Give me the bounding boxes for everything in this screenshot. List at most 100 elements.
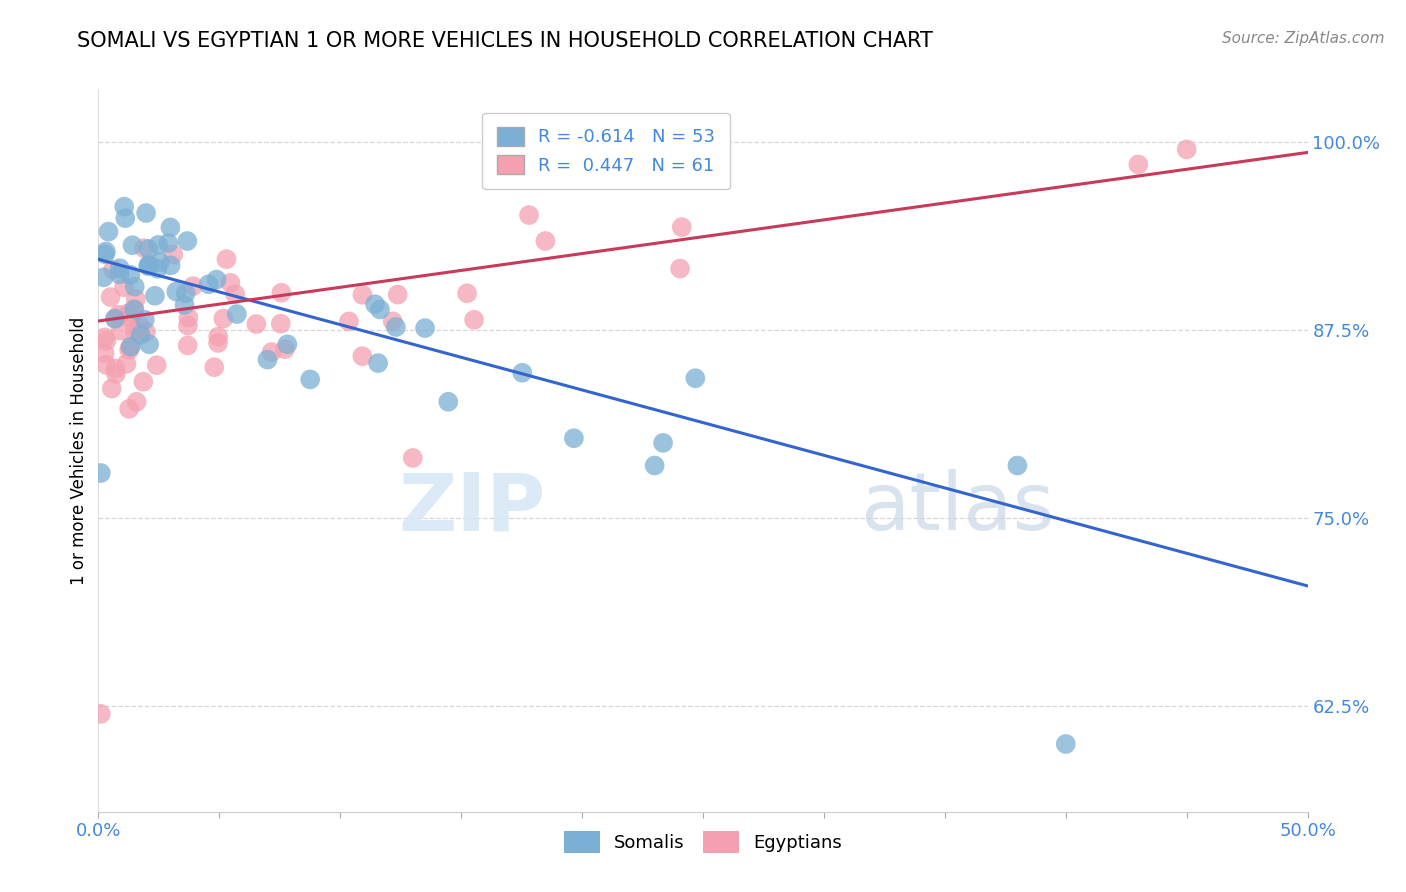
Point: [270, 317, 292, 331]
Point: [162, 247, 184, 261]
Point: [97, 225, 120, 239]
Point: [299, 372, 322, 386]
Point: [337, 314, 360, 328]
Point: [177, 310, 200, 325]
Point: [181, 279, 204, 293]
Point: [562, 431, 585, 445]
Point: [402, 450, 425, 465]
Point: [143, 289, 166, 303]
Point: [125, 394, 148, 409]
Point: [94, 358, 117, 372]
Point: [176, 234, 198, 248]
Point: [112, 200, 135, 214]
Point: [644, 458, 666, 473]
Point: [177, 318, 200, 333]
Point: [205, 272, 228, 286]
Point: [534, 234, 557, 248]
Point: [215, 252, 238, 267]
Point: [90, 466, 112, 480]
Point: [96, 334, 118, 348]
Y-axis label: 1 or more Vehicles in Household: 1 or more Vehicles in Household: [70, 317, 89, 584]
Text: ZIP: ZIP: [398, 469, 546, 548]
Point: [138, 242, 160, 256]
Point: [148, 238, 170, 252]
Point: [173, 298, 195, 312]
Point: [159, 258, 181, 272]
Point: [174, 286, 197, 301]
Point: [652, 435, 675, 450]
Point: [94, 330, 117, 344]
Point: [276, 337, 298, 351]
Point: [197, 277, 219, 292]
Point: [94, 244, 117, 259]
Point: [260, 345, 283, 359]
Point: [202, 360, 225, 375]
Point: [256, 352, 278, 367]
Point: [132, 241, 155, 255]
Point: [1007, 458, 1029, 473]
Point: [104, 361, 127, 376]
Point: [108, 261, 131, 276]
Point: [1054, 737, 1077, 751]
Point: [135, 325, 157, 339]
Point: [146, 261, 169, 276]
Point: [135, 206, 157, 220]
Point: [118, 340, 141, 354]
Point: [671, 220, 693, 235]
Point: [108, 268, 131, 282]
Point: [128, 326, 150, 340]
Point: [138, 337, 160, 351]
Point: [437, 394, 460, 409]
Point: [100, 290, 122, 304]
Point: [136, 259, 159, 273]
Point: [669, 261, 692, 276]
Point: [94, 247, 117, 261]
Point: [207, 335, 229, 350]
Point: [121, 238, 143, 252]
Point: [149, 255, 172, 269]
Point: [352, 287, 374, 301]
Point: [122, 302, 145, 317]
Point: [225, 307, 247, 321]
Point: [101, 263, 124, 277]
Point: [132, 375, 155, 389]
Point: [104, 311, 127, 326]
Point: [176, 338, 198, 352]
Point: [124, 324, 146, 338]
Point: [120, 310, 142, 325]
Point: [93, 346, 115, 360]
Point: [381, 314, 404, 328]
Point: [138, 258, 160, 272]
Point: [270, 285, 292, 300]
Point: [117, 306, 139, 320]
Point: [245, 317, 267, 331]
Point: [274, 342, 297, 356]
Point: [385, 320, 408, 334]
Point: [107, 308, 129, 322]
Point: [517, 208, 540, 222]
Point: [114, 211, 136, 226]
Point: [90, 706, 112, 721]
Point: [1175, 142, 1198, 156]
Point: [145, 358, 167, 372]
Point: [165, 285, 187, 299]
Point: [352, 349, 374, 363]
Point: [685, 371, 707, 385]
Point: [463, 313, 485, 327]
Point: [104, 367, 127, 381]
Point: [118, 401, 141, 416]
Point: [159, 220, 181, 235]
Point: [157, 236, 180, 251]
Point: [124, 279, 146, 293]
Point: [207, 329, 229, 343]
Legend: Somalis, Egyptians: Somalis, Egyptians: [557, 824, 849, 861]
Point: [118, 343, 141, 357]
Point: [110, 324, 132, 338]
Point: [128, 318, 150, 332]
Point: [456, 286, 478, 301]
Text: atlas: atlas: [860, 469, 1054, 548]
Point: [510, 366, 533, 380]
Point: [368, 302, 391, 317]
Point: [100, 382, 122, 396]
Point: [104, 311, 127, 326]
